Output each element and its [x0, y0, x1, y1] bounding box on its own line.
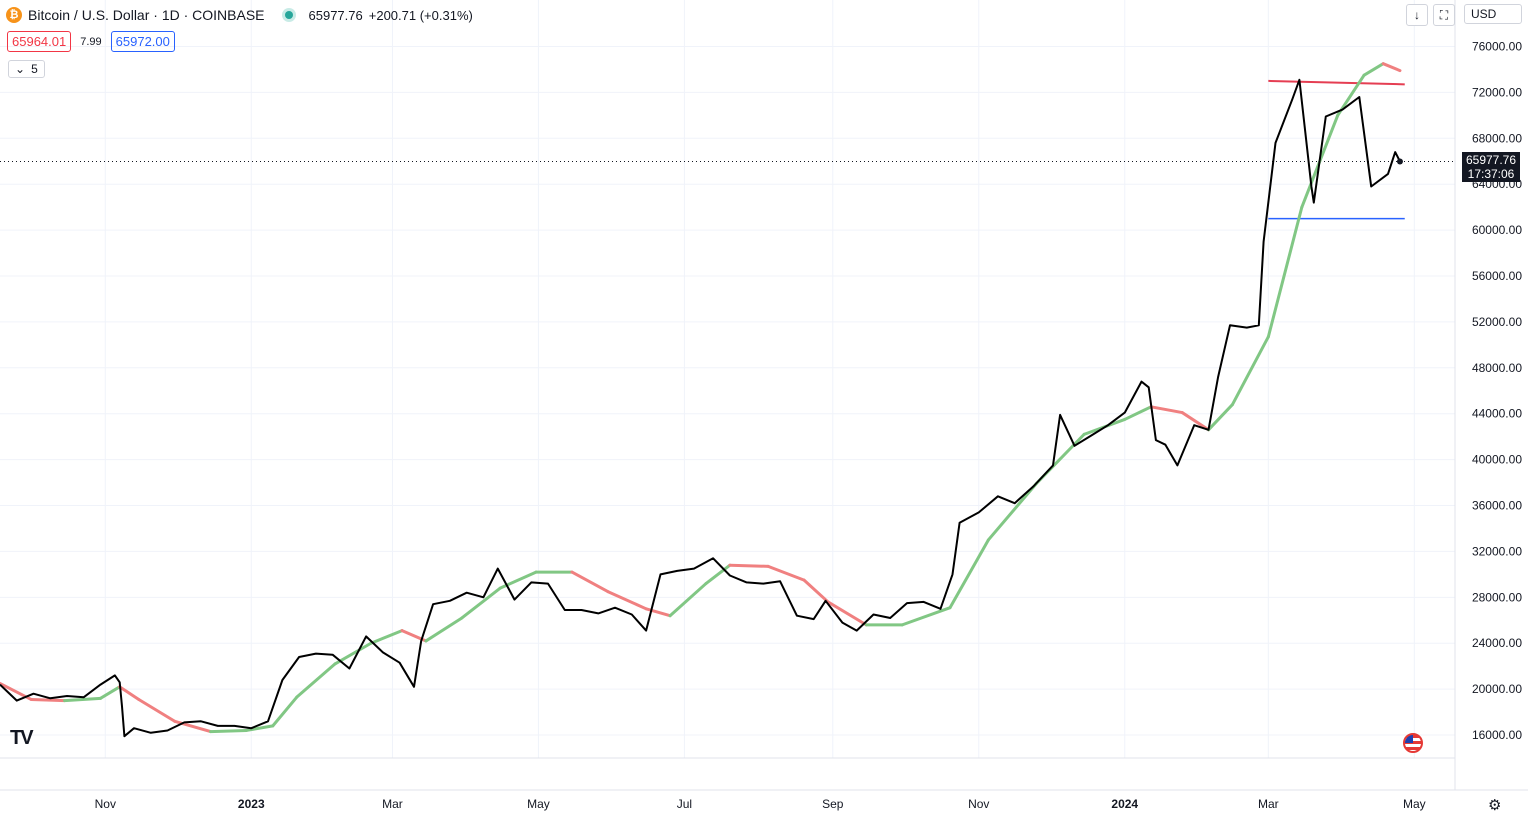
ma-segment — [244, 724, 275, 732]
x-tick-label: Nov — [95, 797, 116, 811]
x-tick-label: Jul — [677, 797, 692, 811]
ma-segment — [498, 570, 538, 590]
x-tick-label: May — [1403, 797, 1426, 811]
y-tick-label: 48000.00 — [1472, 361, 1522, 375]
ma-segment — [668, 582, 708, 618]
y-tick-label: 68000.00 — [1472, 131, 1522, 145]
x-tick-label: Sep — [822, 797, 844, 811]
y-tick-label: 52000.00 — [1472, 315, 1522, 329]
ma-segment — [173, 719, 213, 734]
y-tick-label: 60000.00 — [1472, 223, 1522, 237]
price-axis[interactable]: 76000.0072000.0068000.0064000.0060000.00… — [1472, 39, 1522, 742]
arrow-down-icon: ↓ — [1414, 8, 1420, 22]
download-button[interactable]: ↓ — [1406, 4, 1428, 26]
symbol-header: ₿ Bitcoin / U.S. Dollar · 1D · COINBASE … — [6, 5, 473, 25]
bitcoin-icon: ₿ — [6, 7, 22, 23]
x-tick-label: Mar — [1258, 797, 1279, 811]
ma-segment — [1149, 405, 1184, 415]
y-tick-label: 44000.00 — [1472, 407, 1522, 421]
y-tick-label: 20000.00 — [1472, 682, 1522, 696]
ma-segment — [1180, 411, 1211, 432]
us-flag-icon — [1403, 733, 1423, 753]
y-tick-label: 40000.00 — [1472, 453, 1522, 467]
ma-segment — [369, 629, 404, 645]
ma-segment — [63, 696, 103, 703]
ma-segment — [1381, 62, 1402, 73]
ma-segment — [948, 538, 990, 610]
ma-segment — [29, 697, 67, 703]
ma-segment — [424, 616, 464, 643]
market-open-icon — [284, 11, 293, 19]
ma-segment — [802, 578, 830, 604]
currency-label: USD — [1471, 7, 1497, 21]
ma-segment — [271, 695, 299, 728]
ma-segment — [1362, 62, 1385, 77]
ma-segment — [1266, 205, 1304, 339]
time-axis[interactable]: Nov 2023 Mar May Jul Sep Nov 2024 Mar May — [95, 797, 1426, 811]
ma-segment — [570, 570, 610, 594]
y-tick-label: 72000.00 — [1472, 85, 1522, 99]
ma-segment — [766, 564, 806, 582]
y-tick-label: 24000.00 — [1472, 636, 1522, 650]
y-tick-label: 28000.00 — [1472, 590, 1522, 604]
indicator-count: 5 — [31, 62, 38, 76]
last-price-dot — [1396, 158, 1403, 165]
ma-segment — [99, 685, 122, 700]
y-tick-label: 16000.00 — [1472, 728, 1522, 742]
ma-segment — [986, 482, 1038, 542]
ma-segment — [1207, 403, 1234, 432]
last-price-label: 65977.76 17:37:06 — [1462, 152, 1520, 182]
resistance-trendline[interactable] — [1268, 79, 1405, 86]
ma-segment — [606, 590, 648, 611]
header-change: +200.71 (+0.31%) — [368, 7, 473, 23]
sell-button[interactable]: 65964.01 — [7, 31, 72, 52]
ma-segment — [209, 728, 248, 734]
ma-segment — [826, 600, 868, 627]
ma-segment — [460, 586, 502, 620]
buy-button[interactable]: 65972.00 — [110, 31, 175, 52]
header-price: 65977.76 — [308, 7, 363, 23]
ma-segment — [644, 607, 672, 618]
ma-segment — [900, 606, 952, 627]
chart-grid — [0, 0, 1528, 791]
ma-segment — [704, 563, 732, 586]
x-tick-label: Mar — [382, 797, 403, 811]
y-tick-label: 76000.00 — [1472, 39, 1522, 53]
fullscreen-button[interactable]: ⛶ — [1433, 4, 1455, 26]
chevron-down-icon: ⌄ — [15, 62, 26, 76]
ma-segment — [1123, 405, 1153, 421]
tradingview-logo[interactable]: TV — [10, 727, 34, 749]
x-tick-label: 2024 — [1111, 797, 1138, 811]
ma-segment — [728, 563, 770, 568]
y-tick-label: 32000.00 — [1472, 544, 1522, 558]
bid-ask-panel: 65964.01 7.99 65972.00 — [7, 31, 175, 52]
ma-segment — [1230, 335, 1270, 407]
moving-average-line — [0, 62, 1402, 734]
ma-segment — [295, 662, 337, 699]
gear-icon[interactable]: ⚙ — [1488, 797, 1502, 814]
ma-segment — [118, 685, 141, 701]
last-price-value: 65977.76 — [1465, 153, 1517, 167]
price-series-line — [0, 78, 1401, 738]
ma-segment — [137, 697, 177, 723]
x-tick-label: Nov — [968, 797, 989, 811]
fullscreen-icon: ⛶ — [1439, 7, 1449, 22]
price-line — [0, 78, 1403, 738]
indicator-toggle-button[interactable]: ⌄ 5 — [8, 60, 45, 78]
y-tick-label: 36000.00 — [1472, 499, 1522, 513]
symbol-title[interactable]: Bitcoin / U.S. Dollar · 1D · COINBASE — [28, 7, 265, 23]
y-tick-label: 56000.00 — [1472, 269, 1522, 283]
x-tick-label: 2023 — [238, 797, 265, 811]
bar-countdown: 17:37:06 — [1467, 167, 1515, 181]
x-tick-label: May — [527, 797, 550, 811]
horizontal-lines[interactable] — [0, 79, 1455, 220]
spread-value: 7.99 — [80, 35, 102, 48]
currency-select[interactable]: USD — [1464, 4, 1522, 24]
